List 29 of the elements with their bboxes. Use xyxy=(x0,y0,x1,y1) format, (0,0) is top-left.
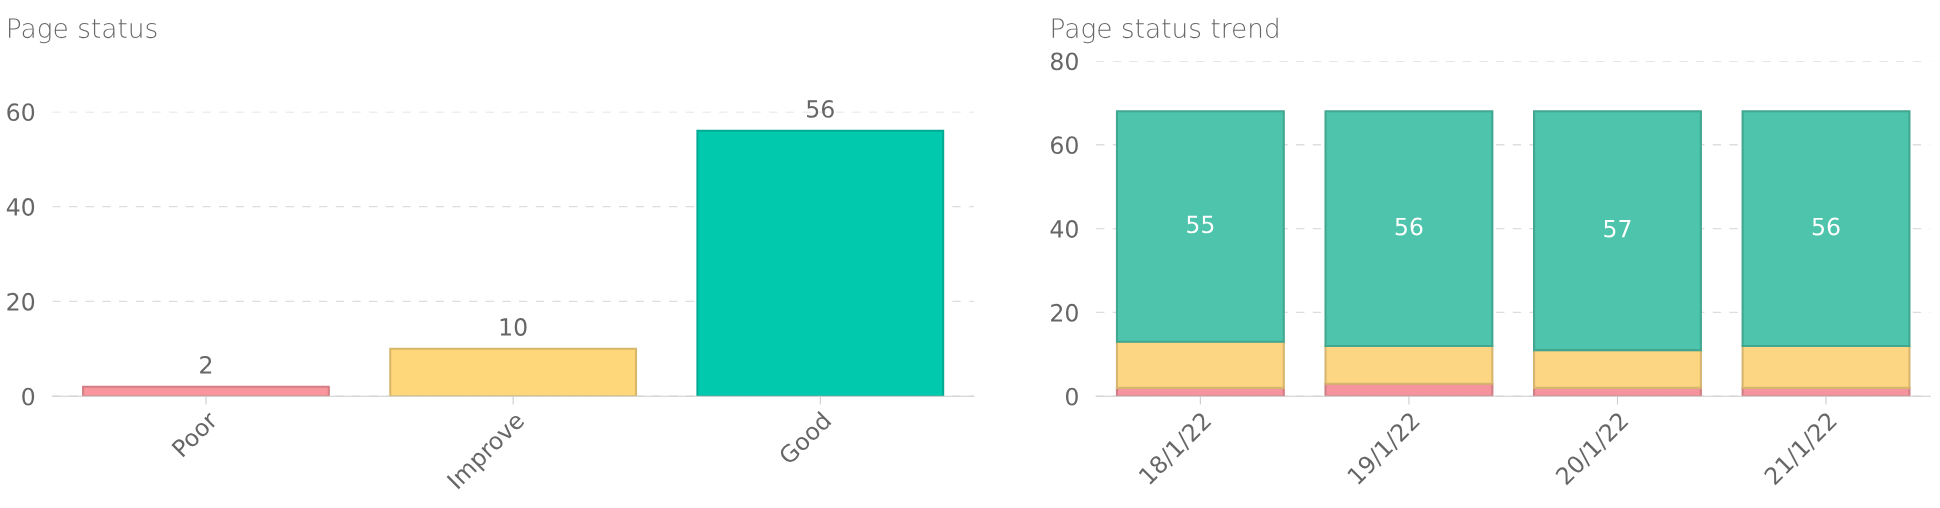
bar xyxy=(389,347,638,397)
bar xyxy=(1115,110,1285,343)
y-tick-label: 40 xyxy=(1050,220,1078,238)
chart-title: Page status xyxy=(9,18,157,44)
bar xyxy=(1115,340,1285,389)
y-tick-label: 60 xyxy=(1051,136,1078,155)
data-label: 55 xyxy=(1187,215,1214,234)
data-label: 10 xyxy=(500,318,527,336)
y-tick-label: 0 xyxy=(22,387,35,406)
bar xyxy=(1533,349,1702,389)
y-tick-label: 0 xyxy=(1065,387,1078,406)
bar xyxy=(1324,344,1494,385)
data-label: 56 xyxy=(1812,217,1840,236)
y-tick-label: 20 xyxy=(1051,303,1078,322)
bar xyxy=(1324,110,1494,347)
y-tick-label: 80 xyxy=(1050,52,1078,71)
bar xyxy=(1741,344,1911,389)
data-label: 57 xyxy=(1604,220,1631,238)
y-tick-label: 40 xyxy=(6,198,35,216)
y-tick-label: 60 xyxy=(7,103,35,122)
data-label: 56 xyxy=(1395,217,1423,236)
data-label: 2 xyxy=(200,355,212,374)
chart-title: Page status trend xyxy=(1052,17,1278,44)
data-label: 56 xyxy=(807,99,834,118)
bar xyxy=(1533,110,1702,352)
bar xyxy=(1741,110,1911,347)
bar xyxy=(82,385,330,397)
bar xyxy=(696,129,945,397)
y-tick-label: 20 xyxy=(7,292,35,311)
